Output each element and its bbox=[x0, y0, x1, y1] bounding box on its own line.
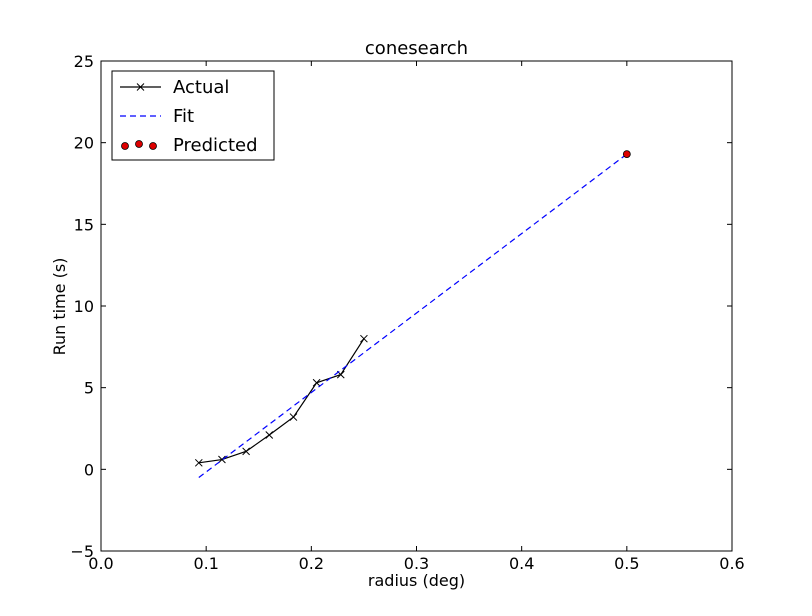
x-axis-label: radius (deg) bbox=[368, 571, 465, 590]
x-tick-label: 0.4 bbox=[509, 554, 534, 573]
legend-label-predicted: Predicted bbox=[173, 135, 258, 156]
data-point-predicted bbox=[622, 150, 631, 159]
data-point-actual bbox=[218, 455, 226, 464]
legend-marker-predicted bbox=[135, 140, 143, 148]
y-axis-label: Run time (s) bbox=[50, 258, 69, 356]
series-line-actual bbox=[198, 338, 365, 464]
y-tick-label: 5 bbox=[84, 379, 94, 398]
legend-label-actual: Actual bbox=[173, 77, 229, 98]
y-tick-label: 10 bbox=[74, 297, 94, 316]
x-tick-label: 0.3 bbox=[404, 554, 429, 573]
legend-label-fit: Fit bbox=[173, 106, 194, 127]
y-tick-label: 25 bbox=[74, 52, 94, 71]
data-point-actual bbox=[312, 378, 321, 387]
legend-marker-actual bbox=[136, 83, 145, 91]
chart-title: conesearch bbox=[365, 38, 468, 59]
legend-marker-predicted bbox=[149, 142, 157, 150]
y-tick-label: 0 bbox=[84, 460, 94, 479]
data-point-actual bbox=[289, 413, 298, 421]
legend-marker-predicted bbox=[121, 142, 129, 150]
data-point-actual bbox=[194, 458, 203, 467]
data-point-actual bbox=[265, 431, 274, 439]
x-tick-label: 0.0 bbox=[88, 554, 113, 573]
x-tick-label: 0.2 bbox=[299, 554, 324, 573]
x-tick-label: 0.5 bbox=[614, 554, 639, 573]
x-tick-label: 0.6 bbox=[719, 554, 744, 573]
x-tick-label: 0.1 bbox=[193, 554, 218, 573]
data-point-actual bbox=[242, 447, 250, 456]
y-tick-label: −5 bbox=[70, 542, 94, 561]
y-tick-label: 15 bbox=[74, 215, 94, 234]
data-point-actual bbox=[360, 334, 368, 343]
y-tick-label: 20 bbox=[74, 134, 94, 153]
legend: Actual Fit Predicted bbox=[111, 70, 275, 161]
